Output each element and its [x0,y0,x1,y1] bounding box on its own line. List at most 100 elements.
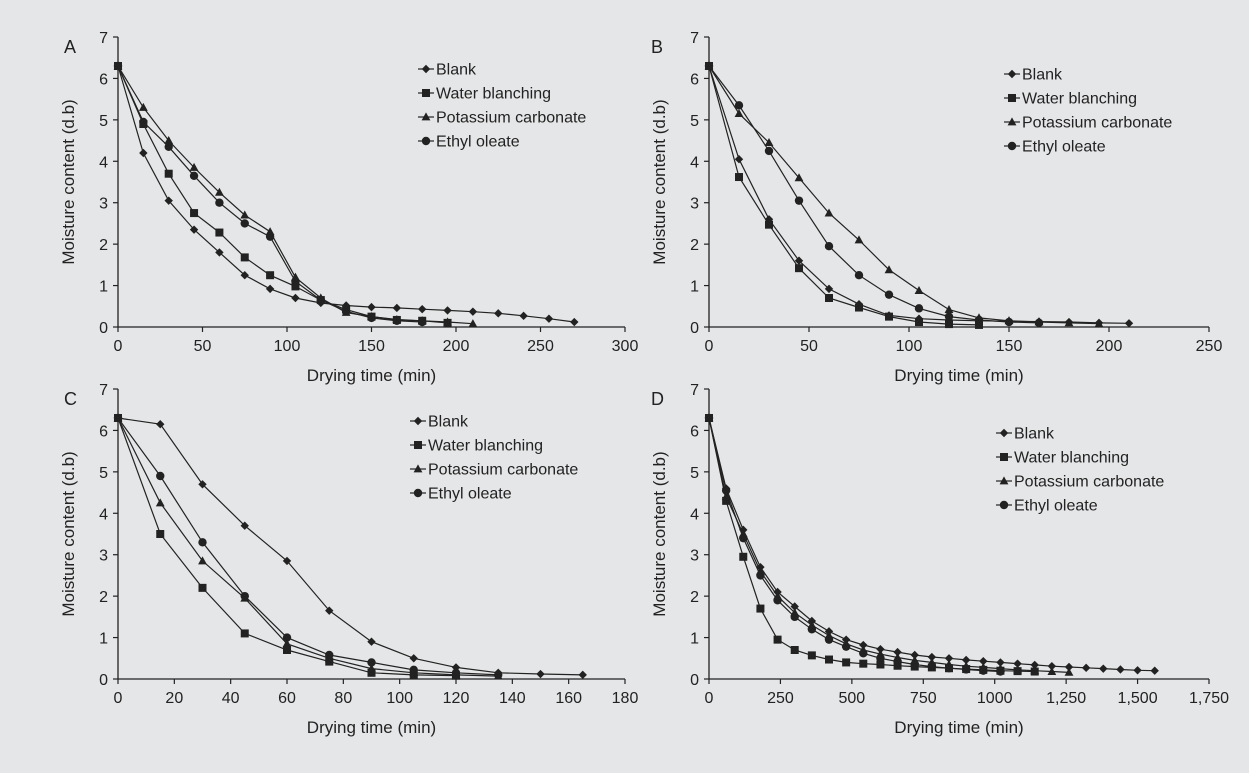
y-tick-label: 7 [99,30,108,47]
data-point [859,649,868,658]
data-point [855,303,863,312]
legend-label: Water blanching [436,86,551,103]
data-point [443,306,452,315]
data-point [975,320,983,329]
data-point [996,667,1005,676]
x-tick-label: 140 [499,690,526,707]
data-point [265,232,275,241]
y-tick-label: 1 [690,631,699,648]
data-point [578,670,587,680]
legend-label: Blank [436,62,477,79]
data-point [198,538,207,547]
legend-entry: Water blanching [1004,91,1137,108]
legend-marker [1000,453,1008,461]
y-tick-label: 3 [99,548,108,565]
data-point [392,316,402,325]
y-tick-label: 6 [690,423,699,440]
series-ethyl-oleate [704,61,1044,328]
legend-label: Potassium carbonate [1014,474,1164,491]
x-tick-label: 0 [705,690,714,707]
data-point [944,305,954,313]
data-point [795,264,803,273]
data-point [1064,318,1074,327]
data-point [341,307,351,316]
data-point [468,319,478,328]
x-tick-label: 50 [800,338,818,355]
series-ethyl-oleate [113,413,503,680]
legend-entry: Blank [996,426,1055,443]
data-point [773,635,782,644]
x-tick-label: 0 [114,690,123,707]
x-axis-label: Drying time (min) [894,718,1023,737]
x-tick-label: 60 [278,690,296,707]
data-point [282,639,292,648]
data-point [824,242,834,251]
data-point [807,651,816,660]
series-ethyl-oleate [113,61,427,327]
x-tick-label: 0 [114,338,123,355]
data-point [156,471,165,481]
data-point [519,311,528,321]
data-point [854,235,864,244]
data-point [1047,661,1057,671]
y-tick-label: 4 [99,506,108,523]
legend-label: Ethyl oleate [1014,498,1098,515]
series-line [117,417,499,676]
data-point [1030,666,1040,675]
y-tick-label: 3 [99,196,108,213]
x-tick-label: 80 [334,690,352,707]
y-tick-label: 5 [99,465,108,482]
data-point [494,670,503,680]
data-point [910,650,919,660]
y-tick-label: 1 [99,631,108,648]
y-tick-label: 2 [690,589,699,606]
data-point [824,635,834,644]
legend-marker [421,64,431,74]
data-point [240,210,250,219]
legend-marker [1007,69,1017,79]
data-point [961,665,971,674]
legend-label: Water blanching [1014,450,1129,467]
data-point [1064,662,1074,672]
data-point [794,173,804,182]
y-tick-label: 5 [690,465,699,482]
data-point [790,646,799,654]
y-axis-label: Moisture content (d.b) [59,99,78,264]
data-point [392,303,402,313]
data-point [961,655,971,665]
data-point [113,413,123,423]
y-tick-label: 6 [99,71,108,88]
data-point [1124,319,1134,328]
legend-entry: Potassium carbonate [1004,115,1172,132]
data-point [842,658,851,667]
y-tick-label: 0 [690,672,699,689]
data-point [859,659,868,668]
data-point [215,187,224,196]
data-point [240,219,249,228]
data-point [1013,659,1022,668]
x-tick-label: 200 [443,338,470,355]
data-point [544,314,554,323]
data-point [139,148,148,158]
data-point [536,669,545,679]
data-point [189,162,199,171]
data-point [884,265,894,274]
data-point [859,640,868,650]
data-point [1099,664,1108,673]
data-point [156,420,165,429]
x-tick-label: 100 [274,338,301,355]
data-point [494,309,503,318]
data-point [189,225,199,234]
data-point [824,208,834,217]
legend-entry: Water blanching [996,450,1129,467]
y-tick-label: 5 [99,113,108,130]
data-point [325,650,334,660]
series-line [117,417,583,676]
x-tick-label: 0 [705,338,714,355]
x-tick-label: 250 [767,690,794,707]
data-point [409,665,418,675]
series-line [708,417,1001,673]
data-point [734,109,744,118]
data-point [367,658,376,667]
